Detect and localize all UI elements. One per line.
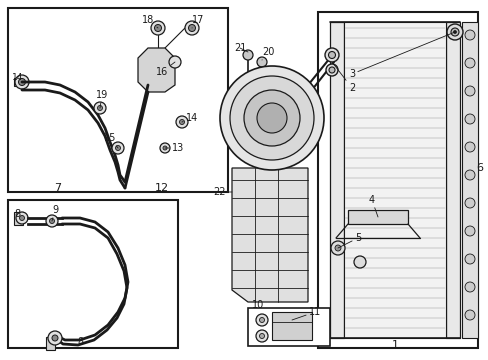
Bar: [329, 22, 343, 338]
Circle shape: [184, 21, 199, 35]
Text: 6: 6: [475, 163, 483, 173]
Circle shape: [160, 143, 170, 153]
Circle shape: [179, 120, 184, 125]
Bar: [259, 82, 264, 100]
Circle shape: [256, 314, 267, 326]
Text: 9: 9: [52, 205, 58, 221]
Text: 16: 16: [156, 62, 175, 77]
Text: 5: 5: [337, 233, 360, 248]
Circle shape: [450, 28, 458, 36]
Circle shape: [220, 66, 324, 170]
Circle shape: [464, 254, 474, 264]
Bar: [247, 308, 329, 346]
Bar: [8, 8, 227, 192]
Text: 21: 21: [233, 43, 247, 53]
Circle shape: [464, 226, 474, 236]
Text: 4: 4: [368, 195, 377, 217]
Text: 18: 18: [142, 15, 158, 28]
Circle shape: [328, 67, 334, 73]
Bar: [8, 200, 178, 348]
Text: 12: 12: [155, 183, 169, 193]
Circle shape: [256, 330, 267, 342]
Text: 2: 2: [331, 62, 354, 93]
Circle shape: [176, 116, 187, 128]
Circle shape: [257, 103, 286, 133]
Circle shape: [188, 24, 195, 31]
Bar: [14, 212, 23, 225]
Circle shape: [257, 57, 266, 67]
Text: 10: 10: [251, 300, 264, 310]
Circle shape: [464, 310, 474, 320]
Text: 22: 22: [213, 187, 231, 197]
Text: 11: 11: [291, 307, 321, 320]
Circle shape: [163, 146, 167, 150]
Circle shape: [464, 114, 474, 124]
Bar: [14, 78, 22, 86]
Circle shape: [19, 78, 25, 85]
Circle shape: [464, 30, 474, 40]
Circle shape: [259, 318, 264, 323]
Circle shape: [464, 198, 474, 208]
Bar: [343, 22, 445, 338]
Circle shape: [48, 331, 62, 345]
Text: 14: 14: [182, 113, 198, 123]
Text: 7: 7: [54, 183, 61, 193]
Circle shape: [154, 24, 161, 31]
Circle shape: [328, 51, 335, 58]
Circle shape: [52, 335, 58, 341]
Text: 19: 19: [96, 90, 108, 108]
Text: 15: 15: [103, 133, 118, 148]
Circle shape: [259, 333, 264, 338]
Circle shape: [16, 212, 28, 224]
Polygon shape: [138, 48, 175, 92]
Text: 8: 8: [14, 209, 20, 219]
Circle shape: [49, 219, 54, 224]
Circle shape: [229, 76, 313, 160]
Bar: [271, 312, 311, 340]
Circle shape: [464, 282, 474, 292]
Circle shape: [97, 105, 102, 111]
Text: 13: 13: [164, 143, 184, 153]
Text: 14: 14: [12, 73, 23, 82]
Bar: [445, 22, 459, 338]
Circle shape: [325, 48, 338, 62]
Circle shape: [94, 102, 106, 114]
Bar: [347, 210, 407, 224]
Polygon shape: [231, 168, 307, 302]
Circle shape: [464, 142, 474, 152]
Circle shape: [46, 215, 58, 227]
Circle shape: [452, 31, 456, 33]
Text: 3: 3: [348, 32, 454, 79]
Text: 1: 1: [391, 340, 398, 350]
Circle shape: [244, 90, 299, 146]
Circle shape: [169, 56, 181, 68]
Text: 17: 17: [191, 15, 204, 28]
Bar: [317, 12, 477, 348]
Bar: [46, 337, 55, 350]
Circle shape: [334, 245, 340, 251]
Bar: [461, 22, 477, 338]
Bar: [244, 75, 250, 93]
Circle shape: [464, 58, 474, 68]
Circle shape: [112, 142, 124, 154]
Circle shape: [325, 64, 337, 76]
Circle shape: [446, 24, 462, 40]
Text: 8: 8: [77, 337, 83, 347]
Circle shape: [115, 145, 120, 150]
Circle shape: [151, 21, 164, 35]
Circle shape: [15, 75, 29, 89]
Circle shape: [20, 216, 24, 220]
Circle shape: [464, 86, 474, 96]
Circle shape: [353, 256, 365, 268]
Text: 20: 20: [261, 47, 274, 60]
Circle shape: [330, 241, 345, 255]
Circle shape: [464, 170, 474, 180]
Circle shape: [243, 50, 252, 60]
